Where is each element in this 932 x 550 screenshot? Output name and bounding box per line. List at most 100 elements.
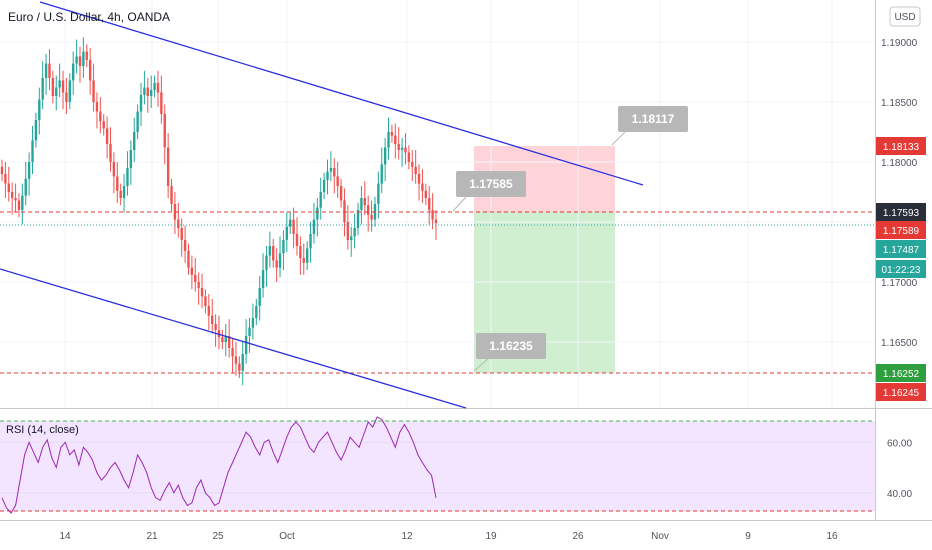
price-tag-label: 1.17593	[883, 208, 920, 219]
candle-body	[200, 288, 204, 297]
price-tick-label: 1.19000	[881, 38, 918, 49]
candle-body	[417, 174, 421, 184]
candle-body	[261, 270, 265, 288]
candle-body	[0, 166, 4, 174]
candle-body	[346, 222, 350, 240]
candle-body	[211, 315, 214, 324]
candle-body	[224, 336, 227, 342]
candle-body	[421, 183, 424, 191]
candle-body	[146, 87, 149, 96]
price-tag-label: 1.18133	[883, 142, 920, 153]
candle-body	[282, 240, 285, 254]
channel-upper-trendline[interactable]	[39, 1, 644, 186]
candle-body	[244, 336, 248, 354]
candle-body	[370, 214, 373, 220]
candle-body	[116, 176, 119, 191]
candle-body	[387, 132, 390, 148]
price-tick-label: 1.18000	[881, 158, 918, 169]
candle-body	[404, 147, 407, 153]
candle-body	[295, 234, 299, 246]
candle-body	[129, 150, 133, 168]
candle-body	[156, 82, 160, 93]
candle-body	[227, 336, 231, 348]
candle-body	[207, 306, 211, 316]
candle-body	[214, 324, 217, 330]
currency-label: USD	[894, 12, 915, 23]
candle-body	[353, 228, 356, 237]
candle-body	[397, 144, 400, 150]
candle-body	[400, 147, 404, 150]
candle-body	[302, 258, 305, 263]
candle-body	[149, 90, 153, 96]
price-tag-label: 1.17589	[883, 226, 920, 237]
candle-body	[102, 121, 105, 129]
candle-body	[231, 348, 234, 357]
candle-body	[380, 164, 383, 184]
time-tick-label: 14	[59, 531, 71, 542]
candle-body	[299, 246, 302, 258]
candle-body	[322, 180, 326, 192]
price-tick-label: 1.16500	[881, 338, 918, 349]
rsi-tick-label: 60.00	[887, 438, 912, 449]
candle-body	[180, 228, 183, 240]
stop-callout-label: 1.18117	[632, 112, 675, 126]
candle-body	[204, 296, 207, 306]
candle-body	[112, 162, 116, 177]
candle-body	[58, 80, 61, 88]
candle-body	[312, 219, 316, 234]
candle-body	[377, 183, 380, 204]
candle-body	[99, 111, 102, 122]
candle-body	[360, 198, 363, 210]
candle-body	[72, 63, 75, 81]
candle-body	[329, 168, 333, 172]
candle-body	[4, 174, 7, 184]
price-tag: 1.17593	[876, 203, 926, 221]
rsi-band	[0, 421, 875, 511]
candle-body	[305, 248, 309, 263]
candle-body	[221, 337, 224, 342]
price-tag-label: 1.17487	[883, 245, 920, 256]
channel-lower-trendline[interactable]	[0, 268, 467, 409]
candle-body	[187, 250, 190, 268]
price-tick-label: 1.17000	[881, 278, 918, 289]
candle-body	[319, 192, 322, 208]
candle-body	[390, 132, 394, 136]
time-tick-label: 16	[826, 531, 838, 542]
currency-button[interactable]: USD	[889, 6, 921, 27]
candle-body	[65, 92, 68, 102]
price-tag-label: 01:22:23	[882, 265, 921, 276]
candle-body	[268, 246, 272, 256]
candle-body	[14, 198, 17, 201]
price-tick-label: 1.18500	[881, 98, 918, 109]
grid	[0, 0, 875, 408]
time-tick-label: 9	[745, 531, 751, 542]
candle-body	[34, 120, 38, 141]
rsi-tick-label: 40.00	[887, 489, 912, 500]
candle-body	[92, 80, 95, 102]
candle-body	[68, 80, 72, 102]
candle-body	[61, 80, 65, 93]
time-axis-labels: 14 21 25 Oct 12 19 26 Nov 9 16	[59, 531, 838, 542]
price-tag: 1.17589	[876, 221, 926, 239]
price-tags: 1.18133 1.17593 1.17589 1.17487 01:22:23 1.16…	[876, 137, 926, 401]
candle-body	[265, 255, 268, 270]
price-tag: 1.16252	[876, 364, 926, 382]
chart-title: Euro / U.S. Dollar, 4h, OANDA	[8, 10, 170, 24]
price-pane[interactable]	[0, 0, 875, 408]
candle-body	[122, 186, 126, 198]
stop-callout[interactable]: 1.18117	[611, 106, 688, 146]
candle-body	[166, 147, 170, 186]
candle-body	[272, 246, 275, 261]
candle-body	[78, 56, 82, 66]
candle-body	[248, 327, 251, 336]
entry-callout[interactable]: 1.17585	[452, 171, 526, 212]
target-callout[interactable]: 1.16235	[473, 333, 546, 372]
candle-body	[394, 135, 397, 144]
candle-body	[292, 219, 295, 234]
candle-body	[343, 200, 346, 222]
candle-body	[434, 219, 438, 224]
rsi-axis-labels: 40.00 60.00	[887, 438, 912, 499]
price-tag-label: 1.16245	[883, 388, 920, 399]
candle-body	[24, 178, 27, 196]
